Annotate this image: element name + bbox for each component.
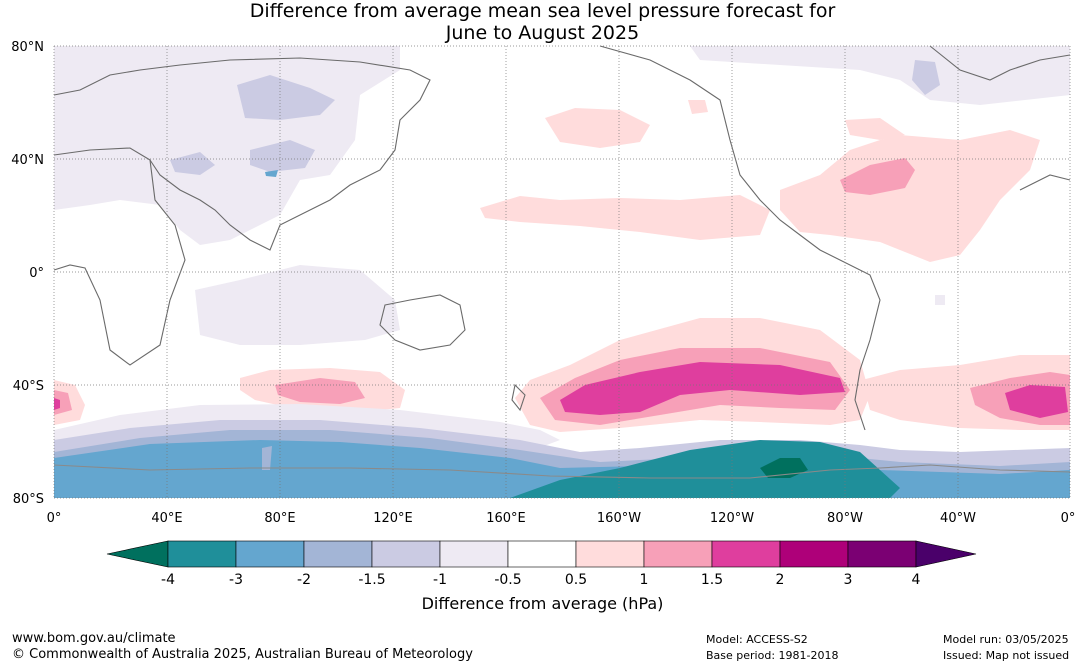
footer-model-run: Model run: 03/05/2025 xyxy=(943,633,1069,646)
colorbar-tick-label: 0.5 xyxy=(565,572,587,588)
lat-label: 40°N xyxy=(11,153,44,168)
colorbar-swatch xyxy=(643,540,713,568)
colorbar-tick-label: 2 xyxy=(776,572,785,588)
footer-url[interactable]: www.bom.gov.au/climate xyxy=(12,631,176,646)
colorbar-swatch xyxy=(779,540,849,568)
colorbar-tick-label: -0.5 xyxy=(494,572,521,588)
footer-base-period: Base period: 1981-2018 xyxy=(706,649,839,662)
footer-issued: Issued: Map not issued xyxy=(943,649,1070,662)
colorbar-tick-label: 3 xyxy=(844,572,853,588)
lon-label: 0° xyxy=(47,511,62,526)
lon-label: 160°E xyxy=(486,511,526,526)
colorbar-swatch xyxy=(167,540,237,568)
lon-label: 120°W xyxy=(710,511,754,526)
colorbar-swatch xyxy=(303,540,373,568)
colorbar-tick-label: 1.5 xyxy=(701,572,723,588)
map-title-line1: Difference from average mean sea level p… xyxy=(249,0,836,22)
colorbar-tick-label: -1 xyxy=(433,572,447,588)
negative-anomaly-regions xyxy=(54,46,1070,345)
lon-label: 40°E xyxy=(151,511,182,526)
colorbar-label: Difference from average (hPa) xyxy=(421,594,664,613)
colorbar-tick-label: 1 xyxy=(640,572,649,588)
colorbar-tick-label: -2 xyxy=(297,572,311,588)
lon-label: 40°W xyxy=(940,511,976,526)
colorbar-swatch xyxy=(711,540,781,568)
graticule xyxy=(53,45,1071,499)
longitude-labels: 0° 40°E 80°E 120°E 160°E 160°W 120°W 80°… xyxy=(47,511,1076,526)
colorbar-swatch xyxy=(575,540,645,568)
lat-label: 40°S xyxy=(13,379,44,394)
pressure-anomaly-map: 80°N 40°N 0° 40°S 80°S 0° 40°E 80°E 120°… xyxy=(11,40,1076,526)
lat-label: 80°N xyxy=(11,40,44,55)
colorbar-extend-low xyxy=(106,540,169,568)
colorbar-swatches xyxy=(106,540,977,568)
footer-model: Model: ACCESS-S2 xyxy=(706,633,808,646)
lon-label: 80°E xyxy=(264,511,295,526)
colorbar-tick-label: -3 xyxy=(229,572,243,588)
colorbar-tick-label: -1.5 xyxy=(358,572,385,588)
footer-copyright: © Commonwealth of Australia 2025, Austra… xyxy=(12,647,473,662)
lat-label: 80°S xyxy=(13,492,44,507)
lat-label: 0° xyxy=(29,266,44,281)
colorbar-swatch xyxy=(371,540,441,568)
colorbar-swatch xyxy=(507,540,577,568)
lon-label: 0° xyxy=(1061,511,1076,526)
coastlines xyxy=(53,45,1071,479)
map-title: Difference from average mean sea level p… xyxy=(0,0,1085,44)
lon-label: 80°W xyxy=(827,511,863,526)
colorbar-swatch xyxy=(235,540,305,568)
lon-label: 160°W xyxy=(597,511,641,526)
colorbar-extend-high xyxy=(915,540,977,568)
lon-label: 120°E xyxy=(373,511,413,526)
positive-anomaly-regions xyxy=(54,100,1070,432)
colorbar-ticks: -4 -3 -2 -1.5 -1 -0.5 0.5 1 1.5 2 3 4 xyxy=(161,572,921,588)
map-title-line2: June to August 2025 xyxy=(445,22,640,44)
colorbar-tick-label: 4 xyxy=(912,572,921,588)
colorbar-tick-label: -4 xyxy=(161,572,175,588)
latitude-labels: 80°N 40°N 0° 40°S 80°S xyxy=(11,40,44,507)
colorbar-swatch xyxy=(439,540,509,568)
colorbar-swatch xyxy=(847,540,917,568)
colorbar: -4 -3 -2 -1.5 -1 -0.5 0.5 1 1.5 2 3 4 xyxy=(106,540,977,588)
